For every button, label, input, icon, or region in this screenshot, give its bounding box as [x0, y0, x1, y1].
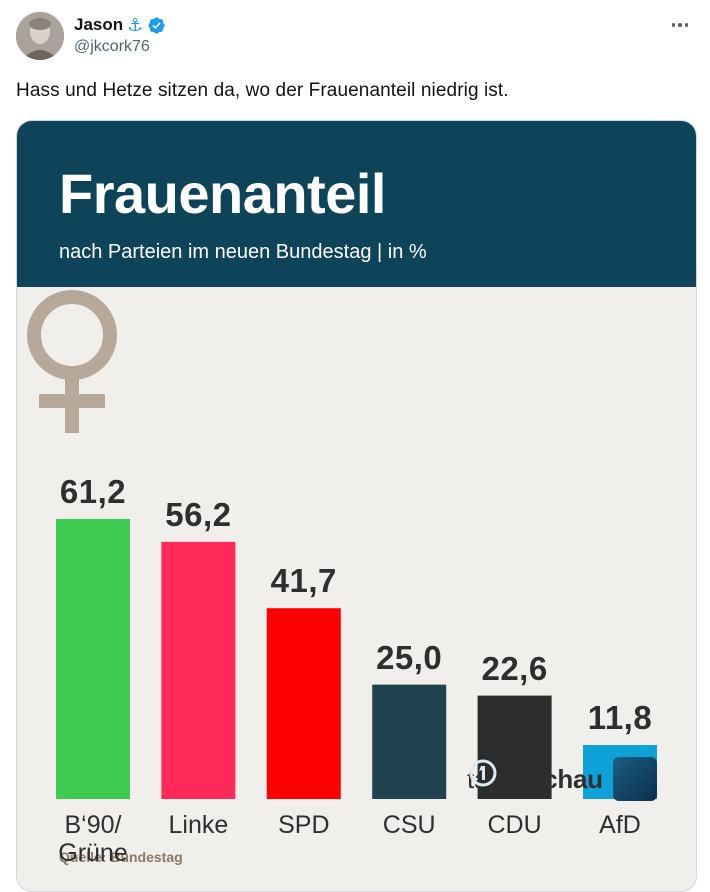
tweet-text: Hass und Hetze sitzen da, wo der Frauena… — [16, 80, 509, 101]
bar-category-label: B‘90/Grüne — [58, 811, 128, 867]
bar-2 — [266, 608, 341, 799]
source-note: Quelle: Bundestag — [59, 849, 183, 865]
brand-regular: tages — [467, 763, 530, 794]
brand-bold: schau — [529, 763, 603, 794]
female-symbol-icon — [27, 290, 117, 433]
graphic-header: Frauenanteil nach Parteien im neuen Bund… — [17, 121, 696, 287]
bar-value-label: 41,7 — [270, 562, 337, 600]
bar-category-label: Linke — [168, 811, 229, 839]
bar-category-label: CDU — [487, 811, 542, 839]
author-handle[interactable]: @jkcork76 — [74, 38, 150, 55]
bar-value-label: 11,8 — [587, 699, 653, 736]
more-options-icon[interactable] — [668, 14, 692, 36]
brand-wordmark: tagesschau — [467, 764, 603, 795]
bar-value-label: 22,6 — [481, 649, 548, 687]
bar-chart: tagesschau Quelle: Bundestag 61,2 B‘90/Gr… — [17, 287, 696, 891]
graphic-subtitle: nach Parteien im neuen Bundestag | in % — [59, 241, 427, 263]
anchor-icon: ⚓ — [127, 15, 144, 35]
bar-value-label: 56,2 — [165, 495, 232, 533]
bar-value-label: 25,0 — [376, 638, 443, 676]
bar-category-label: AfD — [599, 811, 641, 839]
tagesschau-brand: tagesschau — [467, 757, 657, 801]
graphic-title: Frauenanteil — [59, 162, 386, 225]
tweet-author: Jason ⚓ @jkcork76 — [74, 14, 166, 56]
verified-badge-icon[interactable] — [147, 16, 166, 35]
bar-0 — [56, 519, 130, 799]
tweet-media-image[interactable]: Frauenanteil nach Parteien im neuen Bund… — [16, 120, 697, 892]
bar-category-label: SPD — [278, 811, 330, 839]
avatar[interactable] — [16, 12, 64, 60]
author-name[interactable]: Jason — [74, 15, 124, 34]
bar-value-label: 61,2 — [59, 473, 127, 510]
bar-category-label: CSU — [382, 811, 436, 839]
bars-layer — [56, 519, 657, 799]
bar-1 — [161, 541, 236, 799]
bar-3 — [372, 684, 447, 799]
ard-logo-icon — [469, 757, 657, 801]
avatar-photo — [16, 12, 64, 60]
